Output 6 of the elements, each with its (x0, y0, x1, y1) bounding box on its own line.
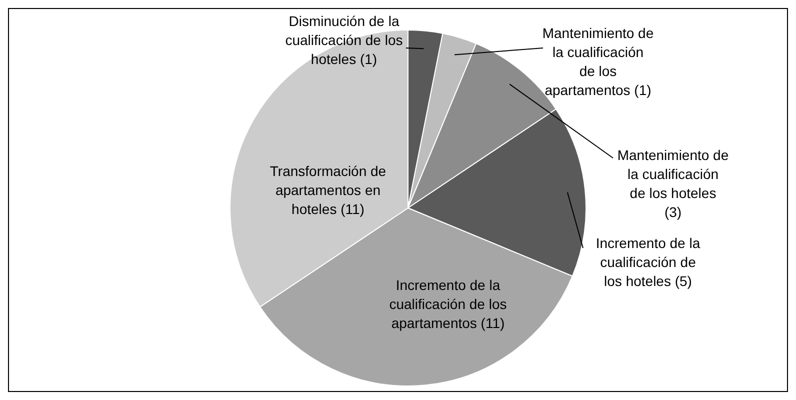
slice-label: Mantenimiento de la cualificación de los hoteles (3) (617, 147, 729, 220)
slice-label: Incremento de la cualificación de los apartamentos (11) (389, 277, 507, 331)
slice-label: Mantenimiento de la cualificación de los apartamentos (1) (542, 25, 654, 98)
slice-label: Transformación de apartamentos en hoteles (11) (270, 163, 386, 217)
slice-label: Disminución de la cualificación de los hoteles (1) (285, 13, 403, 67)
slice-label: Incremento de la cualificación de los hoteles (5) (596, 235, 700, 289)
